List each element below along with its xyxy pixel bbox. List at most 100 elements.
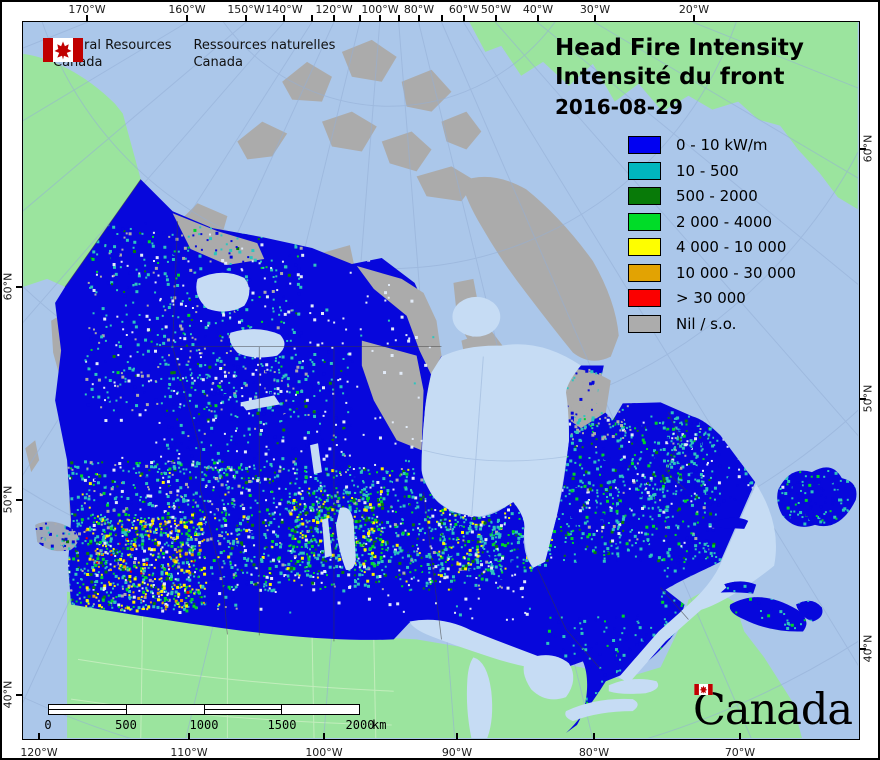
foxe-basin <box>452 296 501 337</box>
graticule-tick <box>16 286 22 288</box>
graticule-label: 100°W <box>361 3 399 16</box>
graticule-tick <box>693 15 695 21</box>
graticule-label: 40°N <box>861 634 875 663</box>
legend-swatch <box>628 289 661 307</box>
great-slave-lake <box>229 329 285 358</box>
graticule-label: 120°W <box>20 746 58 759</box>
usa-east <box>580 587 802 738</box>
legend-label: 2 000 - 4000 <box>676 212 773 231</box>
government-header: Natural Resources Canada Ressources natu… <box>43 38 335 72</box>
graticule-tick <box>418 15 420 21</box>
graticule-label: 160°W <box>168 3 206 16</box>
scale-label: 500 <box>115 718 137 732</box>
graticule-label: 50°W <box>480 3 512 16</box>
graticule-tick <box>594 15 596 21</box>
lake-athabasca <box>240 395 281 411</box>
lake-michigan <box>466 657 493 738</box>
scale-label: 1500 <box>267 718 297 732</box>
st-lawrence-river <box>618 577 727 684</box>
graticule-tick <box>283 15 285 21</box>
graticule-label: 80°W <box>578 746 610 759</box>
anticosti <box>714 517 749 529</box>
graticule-tick <box>379 15 381 21</box>
legend-label: Nil / s.o. <box>676 314 737 333</box>
map-title: Head Fire Intensity Intensité du front 2… <box>555 34 804 119</box>
graticule-tick <box>86 15 88 21</box>
legend-item: > 30 000 <box>628 288 746 308</box>
graticule-tick <box>495 15 497 21</box>
graticule-label: 60°N <box>1 272 15 301</box>
graticule-tick <box>398 15 400 21</box>
scale-label: 0 <box>44 718 52 732</box>
graticule-tick <box>245 15 247 21</box>
graticule-tick <box>359 15 361 21</box>
graticule-label: 140°W <box>265 3 303 16</box>
lake-superior <box>409 619 555 672</box>
hudson-bay <box>421 344 581 568</box>
legend-label: 10 000 - 30 000 <box>676 263 796 282</box>
graticule-label: 40°W <box>522 3 554 16</box>
graticule-tick <box>537 15 539 21</box>
graticule-label: 20°W <box>678 3 710 16</box>
title-en: Head Fire Intensity <box>555 35 804 61</box>
graticule-tick <box>16 499 22 501</box>
bay-graticule <box>423 356 570 520</box>
legend-swatch <box>628 187 661 205</box>
scale-unit: km <box>372 718 387 732</box>
legend-swatch <box>628 136 661 154</box>
legend-item: 10 - 500 <box>628 161 739 181</box>
scale-label: 2000 <box>345 718 375 732</box>
graticule-tick <box>739 733 741 739</box>
graticule-tick <box>463 15 465 21</box>
inland-water <box>196 272 727 738</box>
legend-swatch <box>628 212 661 231</box>
legend-item: 2 000 - 4000 <box>628 212 772 232</box>
map-frame: Natural Resources Canada Ressources natu… <box>22 21 860 740</box>
legend-swatch <box>628 161 661 180</box>
graticule-label: 80°W <box>403 3 435 16</box>
legend-item: Nil / s.o. <box>628 314 736 334</box>
graticule-label: 60°N <box>861 134 875 163</box>
graticule-label: 110°W <box>170 746 208 759</box>
graticule-label: 70°W <box>724 746 756 759</box>
graticule-label: 170°W <box>68 3 106 16</box>
dept-name-fr: Ressources naturelles Canada <box>193 38 336 70</box>
graticule-label: 90°W <box>441 746 473 759</box>
graticule-label: 50°N <box>861 384 875 413</box>
canada-fire-intensity-map <box>23 22 858 738</box>
graticule-tick <box>593 733 595 739</box>
graticule-label: 60°W <box>448 3 480 16</box>
admin-boundaries <box>64 179 689 670</box>
graticule-tick <box>188 733 190 739</box>
legend-item: 10 000 - 30 000 <box>628 263 796 283</box>
canada-wordmark: Canada <box>693 684 853 735</box>
gulf-st-lawrence <box>680 484 776 613</box>
legend-label: > 30 000 <box>676 289 746 307</box>
lake-erie <box>565 698 638 722</box>
title-fr: Intensité du front <box>555 64 785 90</box>
legend-label: 500 - 2000 <box>676 187 758 205</box>
graticule-label: 40°N <box>1 680 15 709</box>
lake-winnipeg <box>335 507 356 570</box>
baffin-island <box>461 176 619 361</box>
legend-item: 0 - 10 kW/m <box>628 135 768 155</box>
graticule-tick <box>16 694 22 696</box>
scale-label: 1000 <box>189 718 219 732</box>
graticule-tick <box>186 15 188 21</box>
lake-ontario <box>608 678 659 694</box>
graticule-label: 120°W <box>315 3 353 16</box>
legend-swatch <box>628 263 661 282</box>
legend-swatch <box>628 238 661 256</box>
scale-bar: 0 500 1000 1500 2000 km <box>44 704 408 738</box>
lake-huron <box>523 655 574 700</box>
graticule-label: 100°W <box>305 746 343 759</box>
graticule-tick <box>38 733 40 739</box>
graticule-tick <box>456 733 458 739</box>
legend-item: 4 000 - 10 000 <box>628 237 786 257</box>
legend-label: 0 - 10 kW/m <box>676 136 768 154</box>
graticule-tick <box>441 15 443 21</box>
wordmark-flag-icon <box>694 684 713 695</box>
graticule-label: 50°N <box>1 485 15 514</box>
legend-item: 500 - 2000 <box>628 186 758 206</box>
